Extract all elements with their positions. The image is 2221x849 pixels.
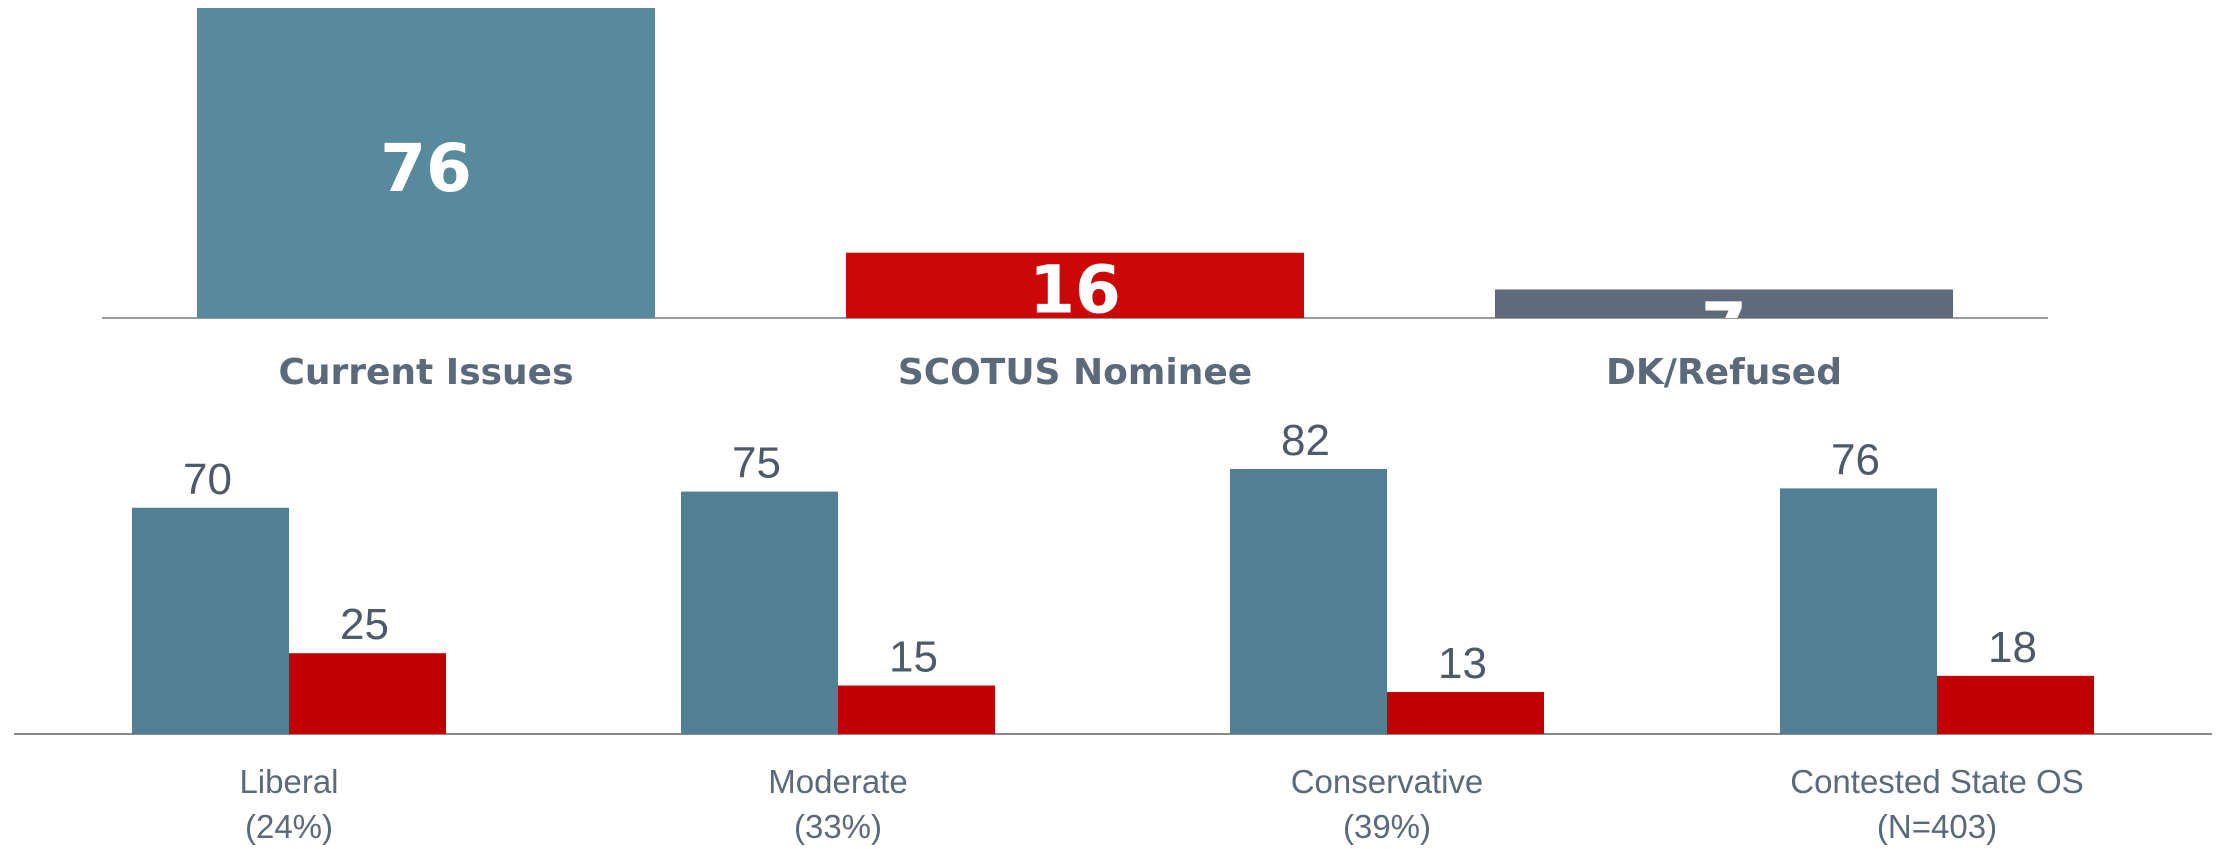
bottom-bar-value-label: 15 — [889, 633, 938, 682]
bottom-bar — [1387, 691, 1544, 734]
top-bar-chart: 76 Current Issues 16 SCOTUS Nominee 7DK/Refu… — [102, 8, 2048, 393]
bottom-category-label: Conservative — [1291, 763, 1484, 800]
bottom-bar-value-label: 70 — [183, 455, 232, 504]
top-bar-value-label: 7 — [1701, 288, 1747, 365]
bottom-bar-value-label: 76 — [1831, 435, 1880, 484]
bottom-bar-value-label: 75 — [732, 439, 781, 488]
top-bar — [846, 252, 1304, 318]
bottom-bar-value-label: 82 — [1281, 416, 1330, 465]
bottom-bar — [1937, 675, 2094, 734]
bottom-bar — [1780, 488, 1937, 734]
bottom-bar-value-label: 13 — [1438, 639, 1487, 688]
bottom-bar — [132, 507, 289, 734]
bottom-category-sublabel: (N=403) — [1877, 808, 1997, 845]
bottom-category-sublabel: (24%) — [245, 808, 333, 845]
top-category-label: SCOTUS Nominee — [898, 352, 1252, 393]
bottom-bar — [289, 653, 446, 734]
bottom-bar-value-label: 18 — [1988, 623, 2037, 672]
bottom-category-label: Moderate — [768, 763, 907, 800]
bottom-bar — [838, 685, 995, 734]
bottom-category-label: Liberal — [239, 763, 338, 800]
bottom-category-sublabel: (39%) — [1343, 808, 1431, 845]
bottom-grouped-bar-chart: 70 25 Liberal (24%) 75 15 Moderate (33%) 82 13 Con… — [14, 416, 2212, 845]
bottom-category-sublabel: (33%) — [794, 808, 882, 845]
top-bar — [197, 8, 655, 318]
bottom-bar — [1230, 469, 1387, 734]
bottom-bar — [681, 491, 838, 734]
top-bar-value-label: 16 — [1029, 252, 1121, 329]
bottom-bar-value-label: 25 — [340, 600, 389, 649]
top-bar — [1495, 289, 1953, 318]
top-category-label: Current Issues — [278, 352, 573, 393]
top-bar-value-label: 76 — [380, 130, 472, 207]
top-category-label: DK/Refused — [1606, 352, 1842, 393]
bottom-category-label: Contested State OS — [1790, 763, 2084, 800]
